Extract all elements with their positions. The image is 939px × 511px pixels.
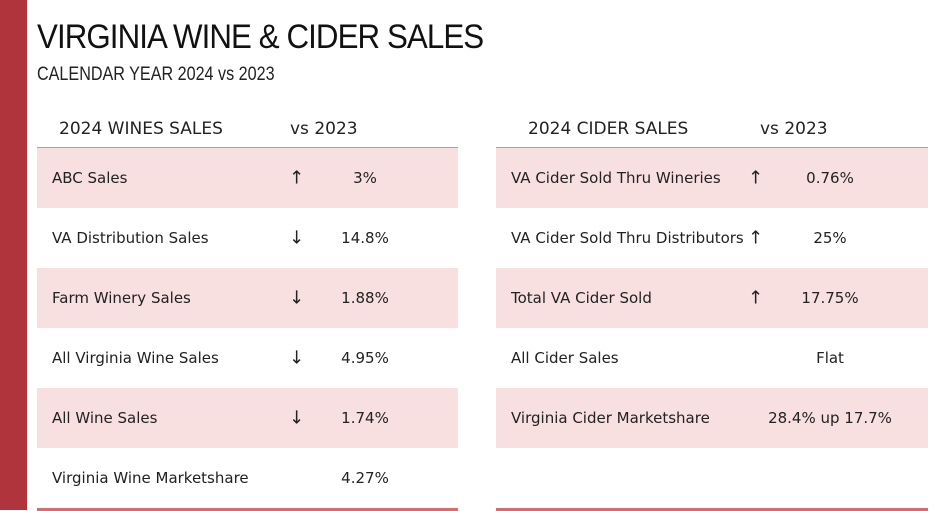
table-row: All Wine Sales ↓ 1.74%	[37, 388, 458, 448]
row-label: ABC Sales	[52, 169, 128, 187]
arrow-down-icon: ↓	[289, 407, 305, 429]
table-row: All Virginia Wine Sales ↓ 4.95%	[37, 328, 458, 388]
row-value: 25%	[813, 229, 847, 247]
row-value: 1.74%	[341, 409, 389, 427]
arrow-down-icon: ↓	[289, 347, 305, 369]
row-label: Virginia Cider Marketshare	[511, 409, 710, 427]
wine-sales-table: 2024 WINES SALES vs 2023 ABC Sales ↑ 3% VA …	[37, 108, 458, 511]
table-row: ABC Sales ↑ 3%	[37, 148, 458, 208]
vs-heading: vs 2023	[290, 119, 358, 139]
row-label: All Cider Sales	[511, 349, 619, 367]
table-row: VA Cider Sold Thru Distributors ↑ 25%	[496, 208, 928, 268]
row-label: Total VA Cider Sold	[511, 289, 652, 307]
table-row: VA Cider Sold Thru Wineries ↑ 0.76%	[496, 148, 928, 208]
row-value: 17.75%	[801, 289, 859, 307]
row-label: All Wine Sales	[52, 409, 158, 427]
row-value: 28.4% up 17.7%	[768, 409, 892, 427]
table-row: VA Distribution Sales ↓ 14.8%	[37, 208, 458, 268]
table-header: 2024 CIDER SALES vs 2023	[496, 108, 928, 148]
row-label: Virginia Wine Marketshare	[52, 469, 249, 487]
table-row: All Cider Sales Flat	[496, 328, 928, 388]
arrow-up-icon: ↑	[748, 227, 764, 249]
row-value: 3%	[353, 169, 377, 187]
row-value: 14.8%	[341, 229, 389, 247]
table-row: Virginia Wine Marketshare 4.27%	[37, 448, 458, 508]
row-value: 1.88%	[341, 289, 389, 307]
cider-heading: 2024 CIDER SALES	[528, 119, 689, 139]
arrow-up-icon: ↑	[748, 167, 764, 189]
row-label: Farm Winery Sales	[52, 289, 191, 307]
accent-bar	[0, 0, 27, 510]
cider-sales-table: 2024 CIDER SALES vs 2023 VA Cider Sold T…	[496, 108, 928, 511]
row-label: All Virginia Wine Sales	[52, 349, 219, 367]
row-value: 4.27%	[341, 469, 389, 487]
table-row: Farm Winery Sales ↓ 1.88%	[37, 268, 458, 328]
arrow-up-icon: ↑	[748, 287, 764, 309]
table-row: Total VA Cider Sold ↑ 17.75%	[496, 268, 928, 328]
arrow-down-icon: ↓	[289, 287, 305, 309]
table-row: Virginia Cider Marketshare 28.4% up 17.7%	[496, 388, 928, 448]
row-label: VA Cider Sold Thru Distributors	[511, 229, 744, 247]
row-value: 0.76%	[806, 169, 854, 187]
row-label: VA Cider Sold Thru Wineries	[511, 169, 721, 187]
page-subtitle: CALENDAR YEAR 2024 vs 2023	[37, 64, 275, 85]
wine-heading: 2024 WINES SALES	[59, 119, 223, 139]
table-header: 2024 WINES SALES vs 2023	[37, 108, 458, 148]
vs-heading: vs 2023	[760, 119, 828, 139]
page-title: VIRGINIA WINE & CIDER SALES	[37, 18, 484, 56]
row-label: VA Distribution Sales	[52, 229, 209, 247]
row-value: Flat	[816, 349, 844, 367]
arrow-up-icon: ↑	[289, 167, 305, 189]
row-value: 4.95%	[341, 349, 389, 367]
arrow-down-icon: ↓	[289, 227, 305, 249]
